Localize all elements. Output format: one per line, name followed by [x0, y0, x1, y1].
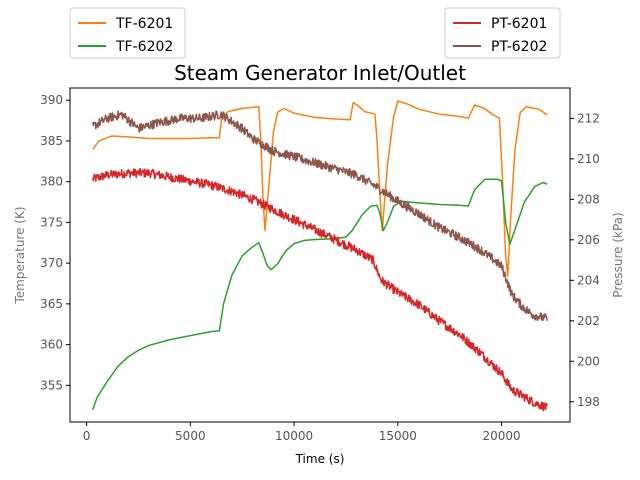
legend-label: PT-6201: [491, 16, 547, 32]
x-tick-label: 0: [83, 429, 91, 443]
legend-label: PT-6202: [491, 39, 547, 55]
plot-frame: [69, 87, 571, 423]
x-tick-label: 10000: [275, 429, 313, 443]
y-left-tick-label: 385: [40, 134, 63, 148]
y-right-tick-label: 200: [577, 354, 600, 368]
y-left-tick-label: 370: [40, 256, 63, 270]
y-left-tick-label: 355: [40, 378, 63, 392]
x-tick-label: 5000: [175, 429, 206, 443]
y-left-tick-label: 360: [40, 338, 63, 352]
y-right-tick-label: 212: [577, 111, 600, 125]
legend-left: TF-6201 TF-6202: [69, 7, 186, 59]
x-tick-label: 15000: [379, 429, 417, 443]
y-right-tick-label: 202: [577, 314, 600, 328]
y-right-tick-label: 208: [577, 192, 600, 206]
series-line-tf-6202: [92, 178, 548, 411]
axes-layer: 0 5000 10000 15000 20000 355 360 365 370 375 380 38…: [40, 93, 600, 443]
series-layer: [92, 100, 548, 412]
y-axis-right-label: Pressure (kPa): [611, 212, 625, 297]
y-right-tick-label: 210: [577, 152, 600, 166]
y-left-tick-label: 375: [40, 215, 63, 229]
legend-right: PT-6201 PT-6202: [444, 7, 561, 59]
chart-title: Steam Generator Inlet/Outlet: [174, 61, 466, 85]
x-tick-label: 20000: [482, 429, 520, 443]
legend-label: TF-6202: [115, 39, 173, 55]
y-left-tick-label: 365: [40, 297, 63, 311]
y-right-tick-label: 204: [577, 273, 600, 287]
legend-label: TF-6201: [115, 16, 173, 32]
series-line-tf-6201: [92, 100, 548, 277]
series-line-pt-6202: [92, 110, 548, 322]
y-left-tick-label: 380: [40, 175, 63, 189]
y-left-tick-label: 390: [40, 93, 63, 107]
series-line-pt-6201: [92, 167, 548, 412]
y-axis-left-label: Temperature (K): [13, 206, 27, 304]
y-right-tick-label: 206: [577, 233, 600, 247]
x-axis-label: Time (s): [295, 452, 345, 466]
y-right-tick-label: 198: [577, 395, 600, 409]
